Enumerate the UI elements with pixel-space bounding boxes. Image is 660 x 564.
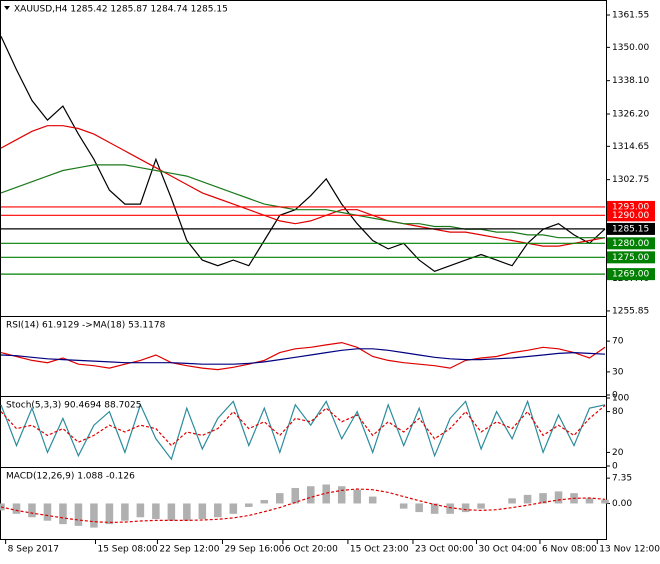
y-tick-label: 1314.65 bbox=[612, 142, 649, 152]
level-label: 1285.15 bbox=[612, 224, 649, 234]
histogram-bar bbox=[353, 489, 361, 504]
x-tick-label: 23 Oct 00:00 bbox=[415, 545, 474, 555]
x-tick-label: 22 Sep 12:00 bbox=[159, 545, 219, 555]
panel-title: XAUUSD,H4 1285.42 1285.87 1284.74 1285.1… bbox=[14, 5, 228, 15]
histogram-bar bbox=[260, 500, 269, 504]
y-tick-label: 7.35 bbox=[612, 474, 632, 484]
histogram-bar bbox=[74, 503, 83, 526]
y-tick-label: 1255.85 bbox=[612, 306, 649, 316]
y-tick-label: 80 bbox=[612, 407, 624, 417]
y-tick-label: 1361.55 bbox=[612, 11, 649, 21]
panel-title: RSI(14) 61.9129 ->MA(18) 53.1178 bbox=[6, 321, 166, 331]
x-tick-label: 13 Nov 12:00 bbox=[599, 545, 660, 555]
histogram-bar bbox=[59, 503, 67, 525]
histogram-bar bbox=[539, 493, 547, 504]
x-tick-label: 15 Sep 08:00 bbox=[97, 545, 157, 555]
y-tick-label: 100 bbox=[612, 394, 629, 404]
y-tick-label: 0 bbox=[612, 462, 618, 472]
histogram-bar bbox=[245, 503, 253, 507]
histogram-bar bbox=[167, 503, 176, 521]
level-label: 1293.00 bbox=[612, 202, 649, 212]
histogram-bar bbox=[446, 503, 454, 514]
histogram-bar bbox=[477, 503, 485, 509]
y-tick-label: 1302.75 bbox=[612, 175, 649, 185]
histogram-bar bbox=[275, 493, 284, 504]
histogram-bar bbox=[337, 486, 346, 504]
level-label: 1275.00 bbox=[612, 253, 649, 263]
histogram-bar bbox=[43, 503, 52, 521]
histogram-bar bbox=[121, 503, 129, 521]
histogram-bar bbox=[229, 503, 238, 514]
panel-title: Stoch(5,3,3) 90.4694 88.7025 bbox=[6, 401, 141, 411]
histogram-bar bbox=[461, 503, 470, 513]
series-line bbox=[0, 348, 606, 365]
histogram-bar bbox=[28, 503, 36, 518]
level-label-box bbox=[607, 209, 655, 222]
histogram-bar bbox=[601, 499, 609, 504]
histogram-bar bbox=[136, 503, 145, 518]
histogram-bar bbox=[90, 503, 98, 528]
series-line bbox=[0, 125, 606, 247]
histogram-bar bbox=[399, 503, 408, 509]
histogram-bar bbox=[105, 503, 114, 525]
histogram-bar bbox=[291, 487, 300, 504]
series-line bbox=[0, 164, 605, 239]
x-tick-label: 15 Oct 23:00 bbox=[350, 545, 409, 555]
level-label-box bbox=[607, 251, 655, 264]
x-tick-label: 6 Nov 08:00 bbox=[542, 545, 597, 555]
panel-title: MACD(12,26,9) 1.088 -0.126 bbox=[6, 472, 135, 482]
histogram-bar bbox=[152, 503, 160, 519]
histogram-bar bbox=[322, 484, 331, 504]
histogram-bar bbox=[415, 503, 423, 513]
histogram-bar bbox=[198, 503, 207, 519]
level-label-box bbox=[607, 237, 655, 250]
frame bbox=[0, 0, 607, 540]
histogram-bar bbox=[306, 486, 315, 504]
series-line bbox=[0, 35, 606, 272]
level-label: 1269.00 bbox=[612, 270, 649, 280]
series-line bbox=[0, 341, 606, 371]
y-tick-label: 20 bbox=[612, 448, 624, 458]
y-tick-label: 1326.20 bbox=[612, 109, 649, 119]
histogram-bar bbox=[214, 503, 222, 518]
level-label: 1290.00 bbox=[612, 211, 649, 221]
level-label-box bbox=[607, 268, 655, 281]
x-tick-label: 29 Sep 16:00 bbox=[224, 545, 284, 555]
y-tick-label: 1350.00 bbox=[612, 43, 649, 53]
histogram-bar bbox=[183, 503, 191, 521]
x-tick-label: 6 Oct 20:00 bbox=[285, 545, 338, 555]
level-label: 1280.00 bbox=[612, 239, 649, 249]
x-tick-label: 30 Oct 04:00 bbox=[478, 545, 537, 555]
y-tick-label: 70 bbox=[612, 337, 624, 347]
series-line bbox=[0, 405, 606, 447]
histogram-bar bbox=[430, 503, 439, 514]
histogram-bar bbox=[508, 498, 516, 504]
x-tick-label: 8 Sep 2017 bbox=[8, 545, 59, 555]
histogram-bar bbox=[523, 494, 532, 504]
dropdown-icon bbox=[4, 6, 10, 10]
y-tick-label: 1338.10 bbox=[612, 76, 649, 86]
histogram-bar bbox=[554, 491, 563, 504]
y-tick-label: 0 bbox=[612, 391, 618, 401]
y-tick-label: 30 bbox=[612, 367, 624, 377]
level-label-box bbox=[607, 222, 655, 235]
histogram-bar bbox=[12, 503, 21, 514]
histogram-bar bbox=[368, 496, 377, 504]
series-line bbox=[0, 488, 606, 524]
histogram-bar bbox=[585, 498, 594, 504]
y-tick-label: 0.00 bbox=[612, 499, 632, 509]
